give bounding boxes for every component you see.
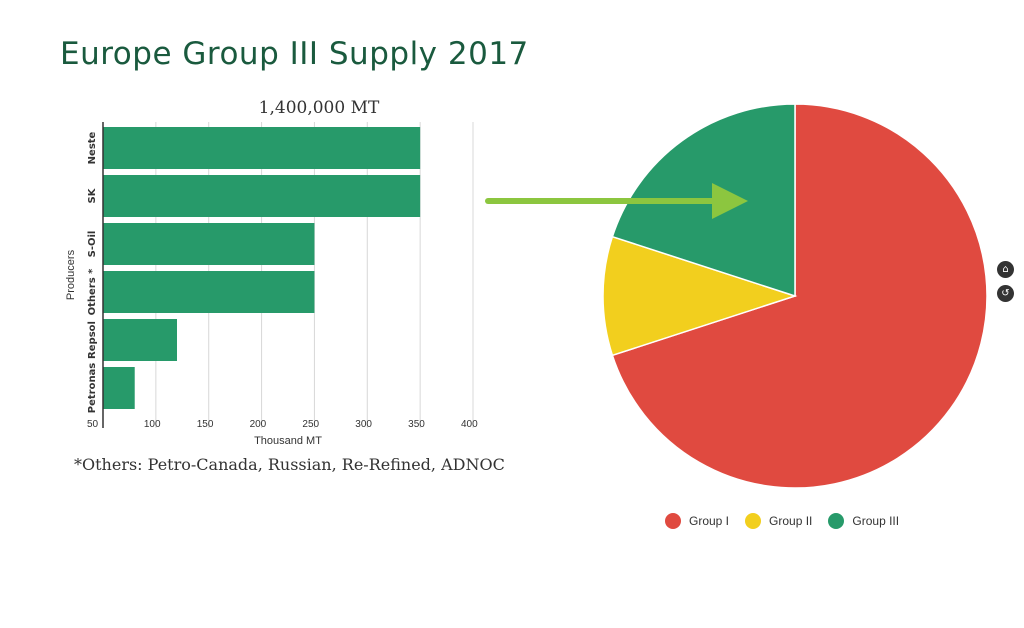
bar-x-tick-label: 300 [355, 419, 372, 430]
pie-slice [602, 235, 798, 357]
legend-item-group-i[interactable]: Group I [665, 513, 729, 529]
bar-category-label: Others * [87, 268, 98, 316]
bar-y-axis-title: Producers [65, 249, 77, 300]
bar-x-axis-title: Thousand MT [254, 435, 322, 447]
bar [103, 175, 421, 217]
bar-x-tick-label: 250 [302, 419, 319, 430]
legend-dot-group-i [665, 513, 681, 529]
producers-bar-chart: Neste SK S-Oil Others * Repsol Petronas 50 100… [65, 122, 478, 447]
reset-icon[interactable]: ↺ [997, 285, 1014, 302]
legend-label-group-iii: Group III [852, 514, 900, 528]
pie-slice [611, 103, 988, 489]
bar-category-label: S-Oil [87, 231, 98, 258]
others-footnote: *Others: Petro-Canada, Russian, Re-Refin… [74, 455, 505, 474]
bar-x-tick-label: 100 [144, 419, 161, 430]
bar [103, 367, 135, 409]
bar [103, 223, 315, 265]
bar-category-label: Repsol [87, 321, 98, 359]
legend-dot-group-iii [828, 513, 845, 529]
legend-item-group-iii[interactable]: Group III [828, 513, 899, 529]
bar [103, 271, 315, 313]
legend-item-group-ii[interactable]: Group II [745, 513, 812, 529]
bar [103, 127, 421, 169]
bar-x-tick-label: 50 [87, 419, 99, 430]
bar-x-tick-label: 150 [197, 419, 214, 430]
bar-category-label: Petronas [87, 363, 98, 414]
legend-dot-group-ii [745, 513, 762, 529]
legend-label-group-ii: Group II [769, 514, 813, 528]
bar [103, 319, 177, 361]
page-title: Europe Group III Supply 2017 [60, 36, 529, 72]
pointer-arrow [485, 183, 748, 219]
bar-x-tick-label: 400 [461, 419, 478, 430]
home-icon[interactable]: ⌂ [997, 261, 1014, 278]
bar-category-label: Neste [87, 131, 98, 164]
bar-x-tick-label: 200 [250, 419, 267, 430]
bar-category-label: SK [87, 187, 98, 203]
bar-x-tick-label: 350 [408, 419, 425, 430]
pie-legend: Group I Group II Group III [665, 513, 905, 529]
legend-label-group-i: Group I [689, 514, 730, 528]
total-supply-label: 1,400,000 MT [258, 98, 380, 118]
